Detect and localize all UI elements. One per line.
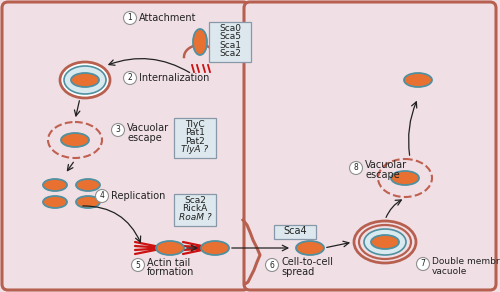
Ellipse shape	[60, 62, 110, 98]
Text: 6: 6	[270, 260, 274, 270]
Text: Sca4: Sca4	[283, 226, 307, 236]
Ellipse shape	[364, 229, 406, 255]
FancyBboxPatch shape	[274, 225, 316, 239]
Ellipse shape	[76, 196, 100, 208]
Ellipse shape	[201, 241, 229, 255]
Text: Sca1: Sca1	[219, 41, 241, 50]
Text: Vacuolar: Vacuolar	[365, 160, 407, 170]
Ellipse shape	[43, 196, 67, 208]
Text: Sca5: Sca5	[219, 32, 241, 41]
Ellipse shape	[193, 29, 207, 55]
Text: escape: escape	[365, 170, 400, 180]
Text: 2: 2	[128, 74, 132, 83]
Text: Attachment: Attachment	[139, 13, 196, 23]
Text: 4: 4	[100, 192, 104, 201]
Text: 5: 5	[136, 260, 140, 270]
Ellipse shape	[156, 241, 184, 255]
Circle shape	[112, 124, 124, 136]
Text: Double membrane: Double membrane	[432, 258, 500, 267]
Text: Replication: Replication	[111, 191, 166, 201]
Text: RickA: RickA	[182, 204, 208, 213]
Circle shape	[350, 161, 362, 175]
FancyBboxPatch shape	[174, 194, 216, 226]
Ellipse shape	[43, 179, 67, 191]
Text: RoaM ?: RoaM ?	[178, 213, 212, 222]
Circle shape	[124, 11, 136, 25]
FancyBboxPatch shape	[209, 22, 251, 62]
Text: Vacuolar: Vacuolar	[127, 123, 169, 133]
Text: vacuole: vacuole	[432, 267, 468, 275]
Text: Pat2: Pat2	[185, 137, 205, 146]
Ellipse shape	[71, 73, 99, 87]
Text: Pat1: Pat1	[185, 128, 205, 137]
Text: TlyA ?: TlyA ?	[182, 145, 208, 154]
Circle shape	[96, 190, 108, 202]
FancyBboxPatch shape	[2, 2, 249, 290]
Text: TlyC: TlyC	[185, 120, 205, 128]
Ellipse shape	[296, 241, 324, 255]
Ellipse shape	[371, 235, 399, 249]
Text: Sca2: Sca2	[184, 196, 206, 205]
Circle shape	[124, 72, 136, 84]
Ellipse shape	[404, 73, 432, 87]
Circle shape	[132, 258, 144, 272]
Text: 8: 8	[354, 164, 358, 173]
Text: Actin tail: Actin tail	[147, 258, 190, 268]
Text: 3: 3	[116, 126, 120, 135]
Text: 1: 1	[128, 13, 132, 22]
Text: Internalization: Internalization	[139, 73, 210, 83]
Ellipse shape	[61, 133, 89, 147]
Text: Sca2: Sca2	[219, 49, 241, 58]
Text: Sca0: Sca0	[219, 24, 241, 33]
FancyBboxPatch shape	[244, 2, 496, 290]
Text: spread: spread	[281, 267, 314, 277]
Ellipse shape	[64, 66, 106, 94]
Circle shape	[416, 258, 430, 270]
Text: escape: escape	[127, 133, 162, 143]
Text: 7: 7	[420, 260, 426, 269]
Circle shape	[266, 258, 278, 272]
Ellipse shape	[76, 179, 100, 191]
Text: Cell-to-cell: Cell-to-cell	[281, 257, 333, 267]
FancyBboxPatch shape	[174, 118, 216, 158]
Text: formation: formation	[147, 267, 194, 277]
Ellipse shape	[391, 171, 419, 185]
